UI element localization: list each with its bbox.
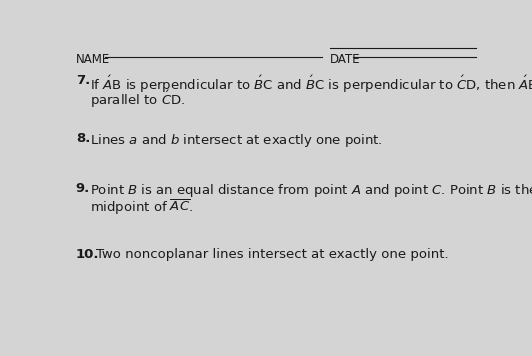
Text: Point $B$ is an equal distance from point $A$ and point $C$. Point $B$ is the: Point $B$ is an equal distance from poin… <box>90 182 532 199</box>
Text: NAME: NAME <box>76 53 110 66</box>
Text: midpoint of $\overline{AC}$.: midpoint of $\overline{AC}$. <box>90 198 193 217</box>
Text: Two noncoplanar lines intersect at exactly one point.: Two noncoplanar lines intersect at exact… <box>96 247 448 261</box>
Text: Lines $a$ and $b$ intersect at exactly one point.: Lines $a$ and $b$ intersect at exactly o… <box>90 132 383 149</box>
Text: 8.: 8. <box>76 132 90 145</box>
Text: 10.: 10. <box>76 247 99 261</box>
Text: parallel to $\acute{C}$D.: parallel to $\acute{C}$D. <box>90 89 185 110</box>
Text: 9.: 9. <box>76 182 90 195</box>
Text: DATE: DATE <box>330 53 361 66</box>
Text: If $\acute{A}$B is perpendicular to $\acute{B}$C and $\acute{B}$C is perpendicul: If $\acute{A}$B is perpendicular to $\ac… <box>90 74 532 95</box>
Text: 7.: 7. <box>76 74 90 87</box>
